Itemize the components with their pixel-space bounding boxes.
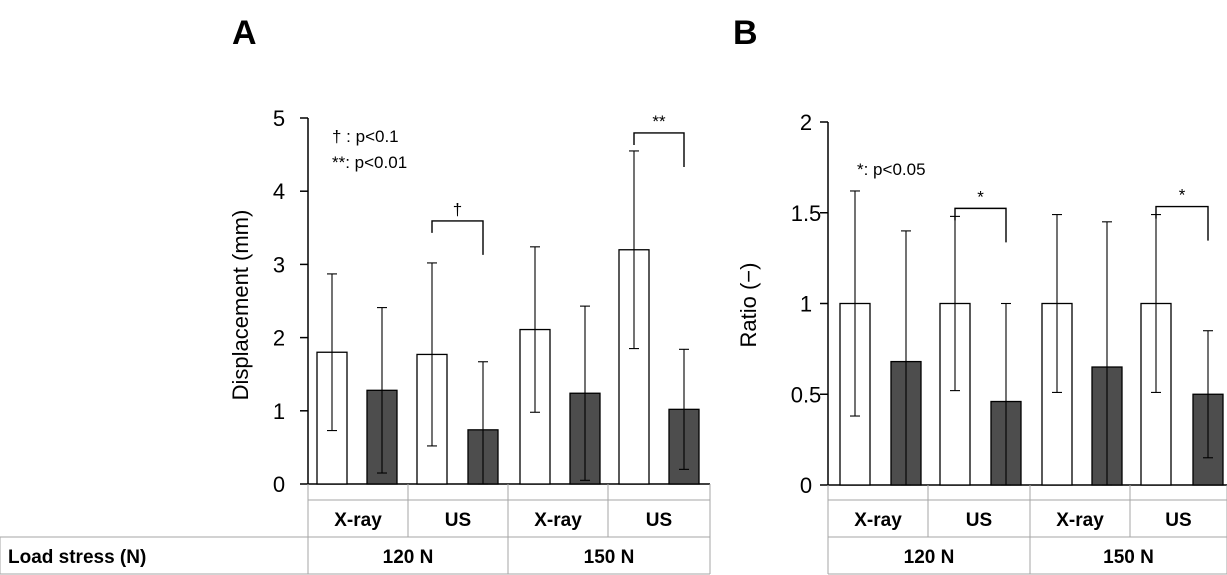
y-tick-label: 0 [273, 472, 285, 497]
table-load-label: 150 N [584, 547, 635, 568]
table-method-label: US [646, 510, 672, 531]
significance-legend: *: p<0.05 [857, 160, 926, 179]
y-tick-label: 3 [273, 252, 285, 277]
y-tick-label: 5 [273, 106, 285, 131]
table-row-label: Load stress (N) [8, 547, 146, 568]
y-tick-label: 4 [273, 179, 285, 204]
y-tick-label: 2 [273, 326, 285, 351]
y-axis-label: Ratio (−) [736, 263, 761, 348]
table-method-label: X-ray [534, 510, 582, 531]
table-load-label: 120 N [904, 547, 955, 568]
bar [618, 249, 650, 485]
y-axis-label: Displacement (mm) [228, 210, 253, 401]
significance-bracket [633, 132, 685, 167]
significance-marker: * [1179, 186, 1186, 205]
significance-bracket [954, 207, 1007, 243]
table-method-label: X-ray [334, 510, 382, 531]
y-tick-label: 0 [800, 473, 812, 498]
significance-bracket [1155, 205, 1209, 241]
y-tick-label: 1.5 [791, 201, 822, 226]
panel-label-b: B [733, 14, 758, 52]
significance-bracket [431, 220, 484, 255]
table-method-label: X-ray [1056, 510, 1104, 531]
significance-marker: * [977, 187, 984, 206]
panel-label-a: A [232, 14, 257, 52]
y-tick-label: 0.5 [791, 382, 822, 407]
table-method-label: US [1165, 510, 1191, 531]
y-tick-label: 1 [800, 292, 812, 317]
table-method-label: US [966, 510, 992, 531]
y-tick-label: 1 [273, 399, 285, 424]
y-tick-label: 2 [800, 110, 812, 135]
table-load-label: 150 N [1103, 547, 1154, 568]
significance-marker: † [453, 200, 462, 219]
table-load-label: 120 N [383, 547, 434, 568]
table-method-label: X-ray [854, 510, 902, 531]
table-method-label: US [445, 510, 471, 531]
significance-legend: † : p<0.1 [332, 127, 399, 146]
significance-legend: **: p<0.01 [332, 153, 407, 172]
significance-marker: ** [652, 112, 666, 131]
